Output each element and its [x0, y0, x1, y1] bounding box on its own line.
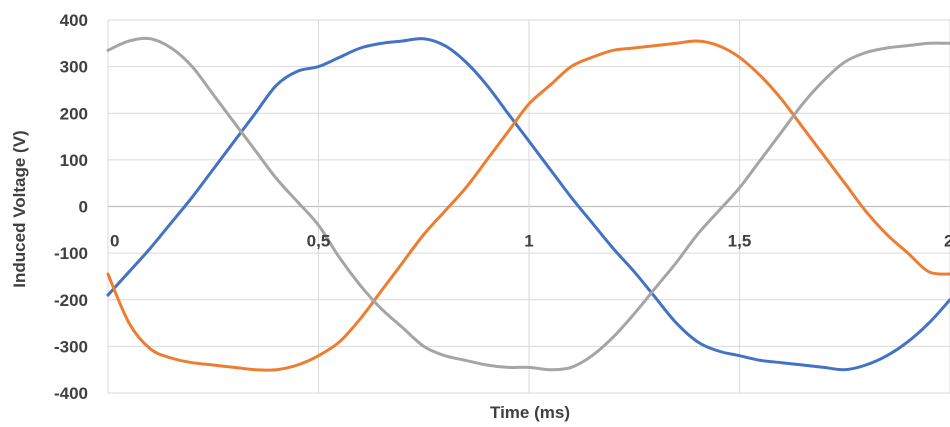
y-axis-title: Induced Voltage (V)	[10, 130, 29, 287]
series-line-1	[106, 37, 950, 372]
y-tick-label: -100	[54, 244, 88, 263]
y-tick-label: 100	[60, 151, 88, 170]
x-tick-label: 1,5	[728, 232, 752, 251]
y-tick-label: 300	[60, 58, 88, 77]
x-tick-label: 0	[110, 232, 119, 251]
y-tick-label: -200	[54, 291, 88, 310]
y-tick-label: 400	[60, 11, 88, 30]
x-tick-labels: 0 0,5 1 1,5 2	[110, 232, 950, 251]
series-line-3	[106, 36, 950, 372]
x-tick-label: 1	[524, 232, 533, 251]
x-tick-label: 0,5	[307, 232, 331, 251]
y-tick-label: 200	[60, 104, 88, 123]
y-tick-labels: 400 300 200 100 0 -100 -200 -300 -400	[54, 11, 88, 403]
y-tick-label: -300	[54, 337, 88, 356]
series-lines	[106, 36, 950, 372]
x-tick-label: 2	[944, 232, 950, 251]
x-axis-title: Time (ms)	[490, 403, 570, 422]
grid-lines	[107, 19, 950, 394]
y-tick-label: -400	[54, 384, 88, 403]
series-line-2	[106, 39, 950, 372]
y-tick-label: 0	[79, 198, 88, 217]
